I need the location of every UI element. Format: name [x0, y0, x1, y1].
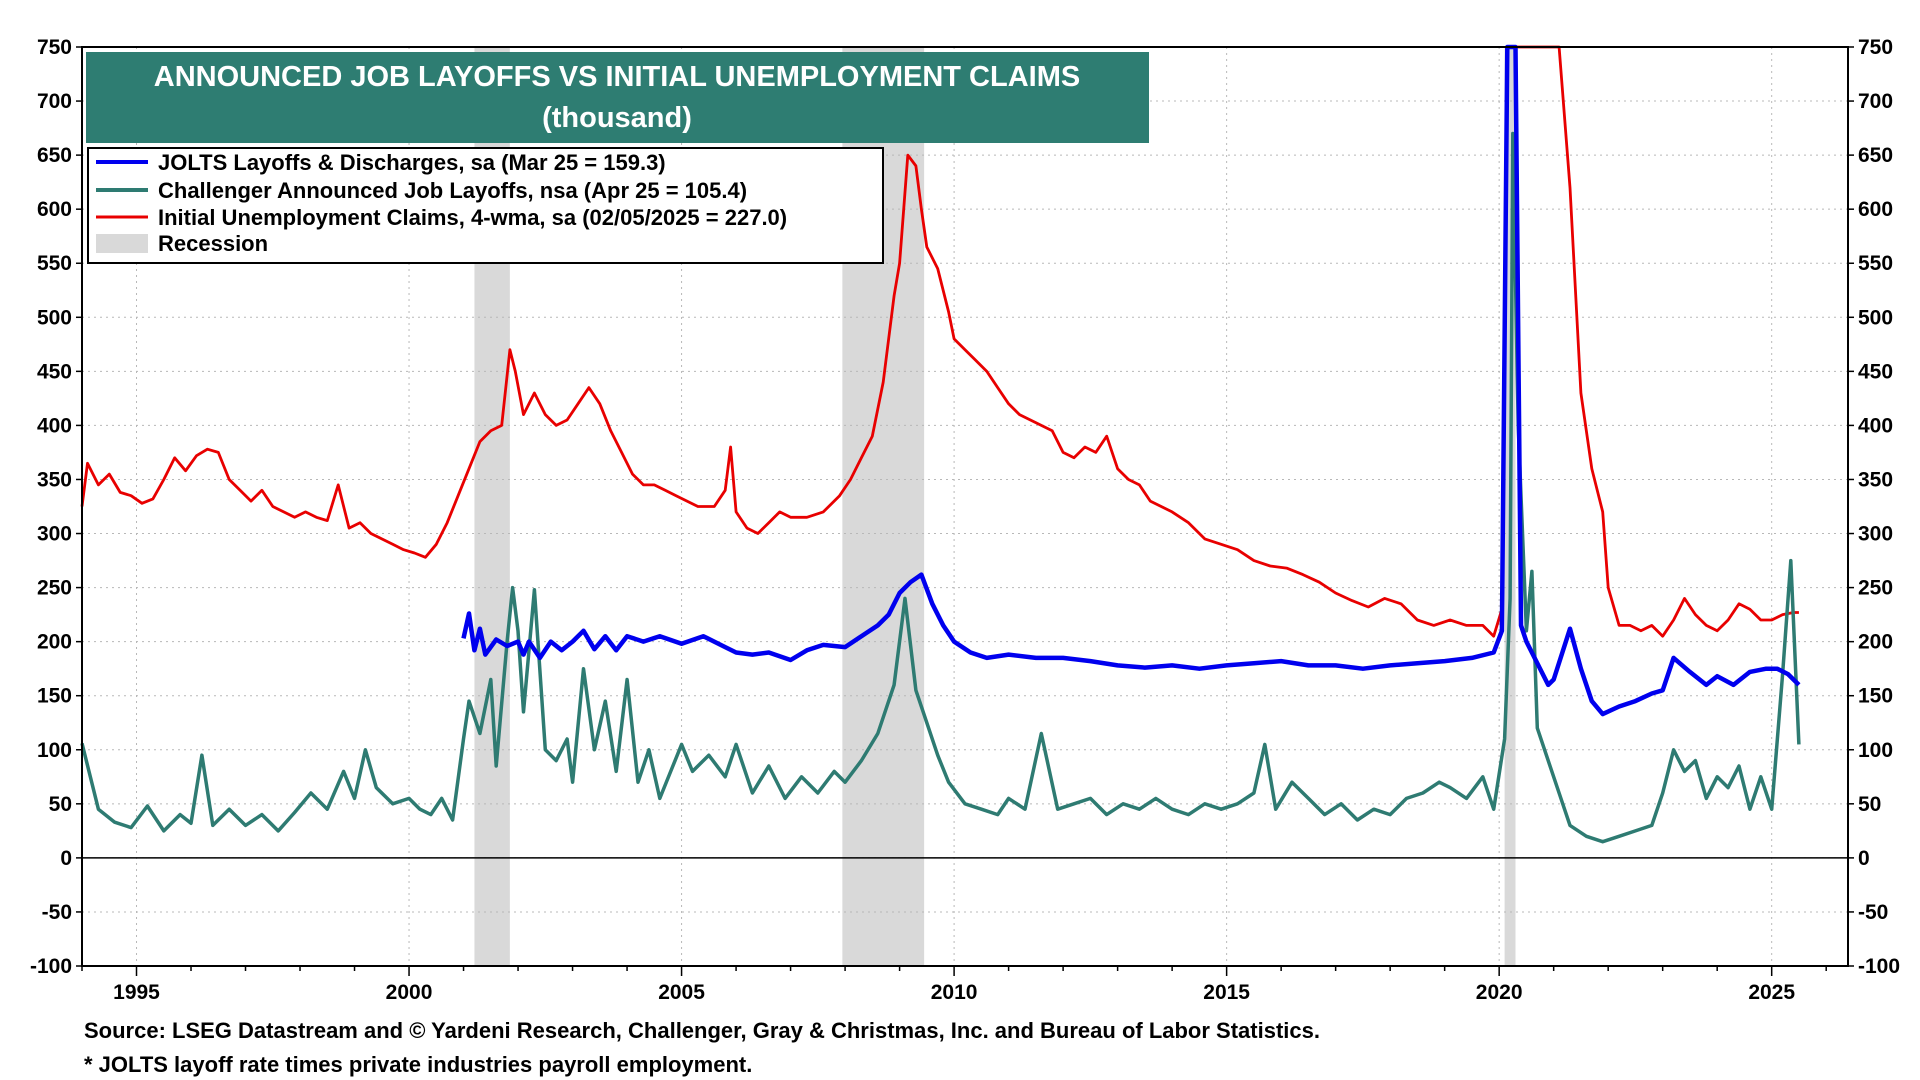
y-axis-left: -100 -50 0 50 100 150 200 250 300 350 400 450 500 550…: [30, 36, 82, 978]
y-tick-label-right: 50: [1858, 793, 1881, 816]
x-tick-label: 1995: [113, 981, 160, 1004]
chart-title: ANNOUNCED JOB LAYOFFS VS INITIAL UNEMPLO…: [154, 61, 1080, 93]
y-axis-right: -100 -50 0 50 100 150 200 250 300 350 400 450 500 550…: [1848, 36, 1900, 978]
series-lines: [80, 44, 1801, 844]
y-tick-label-right: 600: [1858, 198, 1893, 221]
y-tick-label-left: 400: [37, 414, 72, 437]
y-tick-label-right: 100: [1858, 739, 1893, 762]
footnote-source: Source: LSEG Datastream and © Yardeni Re…: [84, 1018, 1320, 1043]
plot-frame: [81, 46, 1849, 967]
y-tick-label-right: 150: [1858, 685, 1893, 708]
legend-label-claims: Initial Unemployment Claims, 4-wma, sa (…: [158, 205, 787, 230]
y-tick-label-left: 0: [60, 847, 72, 870]
y-tick-label-right: 450: [1858, 360, 1893, 383]
y-tick-label-left: 650: [37, 144, 72, 167]
y-tick-label-left: 600: [37, 198, 72, 221]
legend: JOLTS Layoffs & Discharges, sa (Mar 25 =…: [87, 147, 884, 264]
legend-swatch-recession: [96, 234, 148, 253]
y-tick-label-left: 250: [37, 577, 72, 600]
y-tick-label-left: 200: [37, 631, 72, 654]
y-tick-label-left: 300: [37, 523, 72, 546]
y-tick-label-right: -50: [1858, 901, 1888, 924]
y-tick-label-right: 350: [1858, 468, 1893, 491]
y-tick-label-right: 300: [1858, 523, 1893, 546]
y-tick-label-left: 150: [37, 685, 72, 708]
legend-label-challenger: Challenger Announced Job Layoffs, nsa (A…: [158, 178, 747, 203]
chart-subtitle: (thousand): [542, 102, 692, 134]
legend-label-jolts: JOLTS Layoffs & Discharges, sa (Mar 25 =…: [158, 150, 666, 175]
legend-label-recession: Recession: [158, 231, 268, 256]
y-tick-label-right: 250: [1858, 577, 1893, 600]
x-axis: 1995 2000 2005 2010 2015 2020 2025: [81, 966, 1827, 1004]
series-line-jolts: [461, 44, 1801, 717]
y-tick-label-right: 750: [1858, 36, 1893, 59]
y-tick-label-left: -100: [30, 955, 72, 978]
title-box: [86, 52, 1149, 143]
y-tick-label-left: 550: [37, 252, 72, 275]
series-line-challenger: [80, 131, 1801, 844]
y-tick-label-right: 0: [1858, 847, 1870, 870]
y-tick-label-right: 550: [1858, 252, 1893, 275]
y-tick-label-right: 500: [1858, 306, 1893, 329]
y-tick-label-right: -100: [1858, 955, 1900, 978]
y-tick-label-right: 650: [1858, 144, 1893, 167]
x-tick-label: 2005: [658, 981, 705, 1004]
y-tick-label-right: 400: [1858, 414, 1893, 437]
y-tick-label-left: 50: [49, 793, 72, 816]
footnote-jolts: * JOLTS layoff rate times private indust…: [84, 1052, 752, 1077]
y-tick-label-right: 700: [1858, 90, 1893, 113]
x-tick-label: 2010: [931, 981, 978, 1004]
y-tick-label-left: 100: [37, 739, 72, 762]
x-tick-label: 2000: [386, 981, 433, 1004]
y-tick-label-left: 750: [37, 36, 72, 59]
x-tick-label: 2025: [1748, 981, 1795, 1004]
y-tick-label-left: 450: [37, 360, 72, 383]
y-tick-label-left: 500: [37, 306, 72, 329]
legend-box: [87, 147, 884, 264]
y-tick-label-right: 200: [1858, 631, 1893, 654]
x-tick-label: 2020: [1476, 981, 1523, 1004]
x-tick-label: 2015: [1203, 981, 1250, 1004]
y-tick-label-left: -50: [42, 901, 72, 924]
y-tick-label-left: 700: [37, 90, 72, 113]
y-tick-label-left: 350: [37, 468, 72, 491]
